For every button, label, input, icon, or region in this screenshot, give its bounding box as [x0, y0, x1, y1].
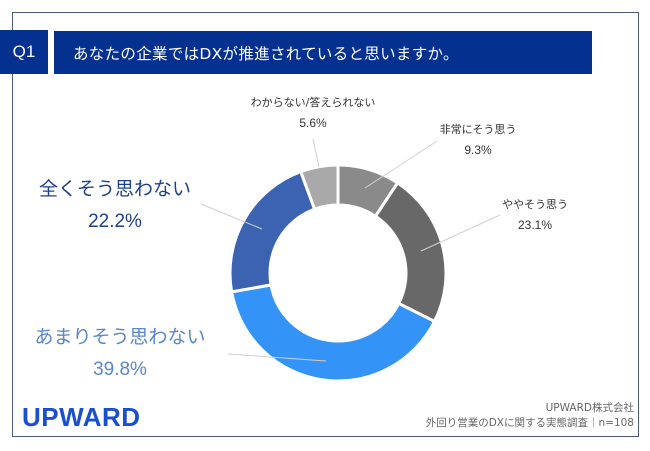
- label-not-at-all-name: 全くそう思わない: [38, 178, 191, 200]
- leader-line-very-much: [364, 140, 438, 189]
- upward-logo: UPWARD: [22, 402, 141, 432]
- label-very-much-name: 非常にそう思う: [439, 123, 517, 136]
- label-dont-know-pct: 5.6%: [299, 116, 327, 130]
- leader-line-dont-know: [312, 138, 320, 168]
- donut-slice-somewhat: [373, 180, 448, 324]
- question-number-badge: Q1: [0, 30, 48, 74]
- label-somewhat-pct: 23.1%: [517, 218, 553, 232]
- label-very-much: 非常にそう思う 9.3%: [433, 121, 523, 157]
- donut-slice-dont-know: [298, 163, 340, 212]
- label-somewhat-name: ややそう思う: [502, 198, 568, 211]
- label-not-much-pct: 39.8%: [93, 359, 147, 380]
- question-banner: あなたの企業ではDXが推進されていると思いますか。: [54, 31, 592, 74]
- leader-line-not-at-all: [200, 203, 263, 230]
- question-text: あなたの企業ではDXが推進されていると思いますか。: [73, 44, 459, 63]
- label-not-at-all: 全くそう思わない 22.2%: [30, 174, 200, 233]
- footer-source: UPWARD株式会社 外回り営業のDXに関する実態調査｜n=108: [426, 401, 634, 431]
- donut-slice-not-at-all: [228, 169, 317, 294]
- label-somewhat: ややそう思う 23.1%: [495, 196, 575, 232]
- label-not-much: あまりそう思わない 39.8%: [20, 322, 220, 381]
- label-dont-know: わからない/答えられない 5.6%: [238, 94, 388, 130]
- label-not-at-all-pct: 22.2%: [88, 211, 142, 232]
- donut-slice-not-much: [229, 283, 437, 383]
- label-dont-know-name: わからない/答えられない: [250, 96, 376, 109]
- label-very-much-pct: 9.3%: [464, 143, 492, 157]
- question-number: Q1: [12, 42, 36, 61]
- leader-line-somewhat: [420, 214, 501, 252]
- leader-line-not-much: [227, 353, 327, 362]
- footer-survey: 外回り営業のDXに関する実態調査｜n=108: [425, 417, 634, 429]
- leader-lines: [200, 138, 501, 362]
- footer-company: UPWARD株式会社: [545, 402, 634, 414]
- label-not-much-name: あまりそう思わない: [34, 326, 206, 348]
